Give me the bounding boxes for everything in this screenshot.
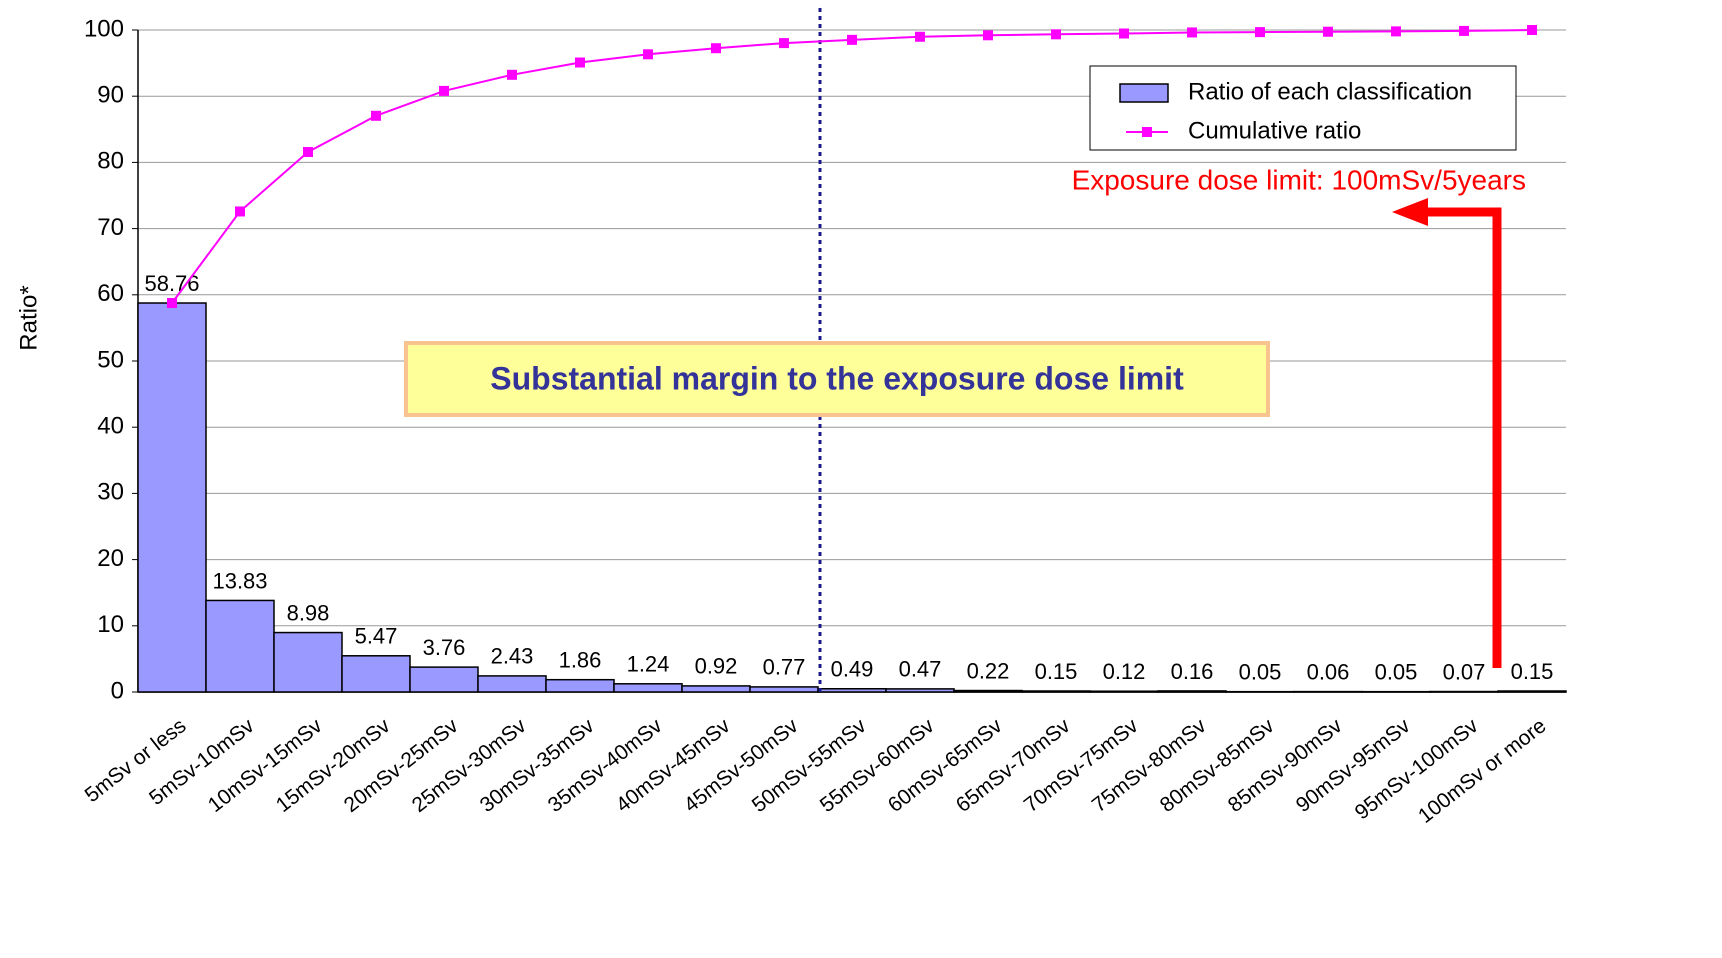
x-tick-label: 85mSv-90mSv (1224, 714, 1347, 817)
y-tick-label: 30 (97, 479, 124, 506)
data-label: 0.92 (695, 654, 738, 679)
marker (711, 43, 721, 53)
data-label: 0.15 (1511, 659, 1554, 684)
marker (1391, 26, 1401, 36)
bar (818, 689, 886, 692)
marker (983, 30, 993, 40)
bar (342, 656, 410, 692)
annotation: Exposure dose limit: 100mSv/5years (1072, 164, 1526, 195)
y-tick-label: 90 (97, 82, 124, 109)
marker (1323, 27, 1333, 37)
data-label: 0.05 (1239, 659, 1282, 684)
data-label: 0.47 (899, 657, 942, 682)
marker (779, 38, 789, 48)
x-tick-label: 25mSv-30mSv (408, 714, 531, 817)
y-tick-label: 50 (97, 346, 124, 373)
y-tick-label: 0 (111, 677, 124, 704)
bar (614, 684, 682, 692)
marker (1187, 27, 1197, 37)
marker (643, 49, 653, 59)
bar (1498, 691, 1566, 692)
arrow-head (1392, 198, 1428, 226)
bar (478, 676, 546, 692)
marker (1051, 29, 1061, 39)
data-label: 0.22 (967, 658, 1010, 683)
x-tick-label: 20mSv-25mSv (340, 714, 463, 817)
y-tick-label: 10 (97, 611, 124, 638)
bar (1090, 691, 1158, 692)
bar (138, 303, 206, 692)
marker (915, 32, 925, 42)
data-label: 0.12 (1103, 659, 1146, 684)
data-label: 13.83 (212, 568, 267, 593)
y-tick-label: 20 (97, 545, 124, 572)
x-tick-label: 10mSv-15mSv (204, 714, 327, 817)
bar (274, 633, 342, 692)
x-tick-label: 80mSv-85mSv (1156, 714, 1279, 817)
x-tick-label: 50mSv-55mSv (748, 714, 871, 817)
data-label: 58.76 (144, 271, 199, 296)
data-label: 0.05 (1375, 659, 1418, 684)
y-tick-label: 80 (97, 148, 124, 175)
marker (1255, 27, 1265, 37)
bar (954, 691, 1022, 692)
bar (750, 687, 818, 692)
y-tick-label: 40 (97, 413, 124, 440)
x-tick-label: 30mSv-35mSv (476, 714, 599, 817)
data-label: 0.16 (1171, 659, 1214, 684)
marker (507, 70, 517, 80)
y-tick-label: 60 (97, 280, 124, 307)
marker (1527, 25, 1537, 35)
marker (167, 298, 177, 308)
x-tick-label: 15mSv-20mSv (272, 714, 395, 817)
y-axis-label: Ratio* (15, 285, 42, 350)
legend-swatch (1120, 84, 1168, 102)
data-label: 0.15 (1035, 659, 1078, 684)
x-tick-label: 45mSv-50mSv (680, 714, 803, 817)
marker (371, 111, 381, 121)
bar (546, 680, 614, 692)
data-label: 0.77 (763, 655, 806, 680)
x-tick-label: 70mSv-75mSv (1020, 714, 1143, 817)
bar (1158, 691, 1226, 692)
bar (206, 600, 274, 692)
marker (303, 147, 313, 157)
data-label: 2.43 (491, 644, 534, 669)
marker (1459, 26, 1469, 36)
data-label: 3.76 (423, 635, 466, 660)
x-tick-label: 60mSv-65mSv (884, 714, 1007, 817)
legend-label: Cumulative ratio (1188, 117, 1361, 144)
arrow (1425, 212, 1497, 668)
legend-swatch (1142, 127, 1152, 137)
x-tick-label: 75mSv-80mSv (1088, 714, 1211, 817)
x-tick-label: 55mSv-60mSv (816, 714, 939, 817)
x-tick-label: 90mSv-95mSv (1292, 714, 1415, 817)
x-tick-label: 40mSv-45mSv (612, 714, 735, 817)
data-label: 8.98 (287, 600, 330, 625)
annotation: Substantial margin to the exposure dose … (490, 360, 1184, 396)
bar (1022, 691, 1090, 692)
marker (1119, 29, 1129, 39)
data-label: 1.24 (627, 652, 670, 677)
data-label: 0.06 (1307, 659, 1350, 684)
marker (439, 86, 449, 96)
legend-label: Ratio of each classification (1188, 78, 1472, 105)
x-tick-label: 65mSv-70mSv (952, 714, 1075, 817)
data-label: 5.47 (355, 624, 398, 649)
y-tick-label: 100 (84, 15, 124, 42)
bar (410, 667, 478, 692)
marker (575, 58, 585, 68)
x-tick-label: 100mSv or more (1414, 714, 1550, 828)
marker (235, 206, 245, 216)
bar (682, 686, 750, 692)
bar (886, 689, 954, 692)
y-tick-label: 70 (97, 214, 124, 241)
x-tick-label: 35mSv-40mSv (544, 714, 667, 817)
marker (847, 35, 857, 45)
data-label: 0.07 (1443, 659, 1486, 684)
data-label: 0.49 (831, 657, 874, 682)
data-label: 1.86 (559, 647, 602, 672)
